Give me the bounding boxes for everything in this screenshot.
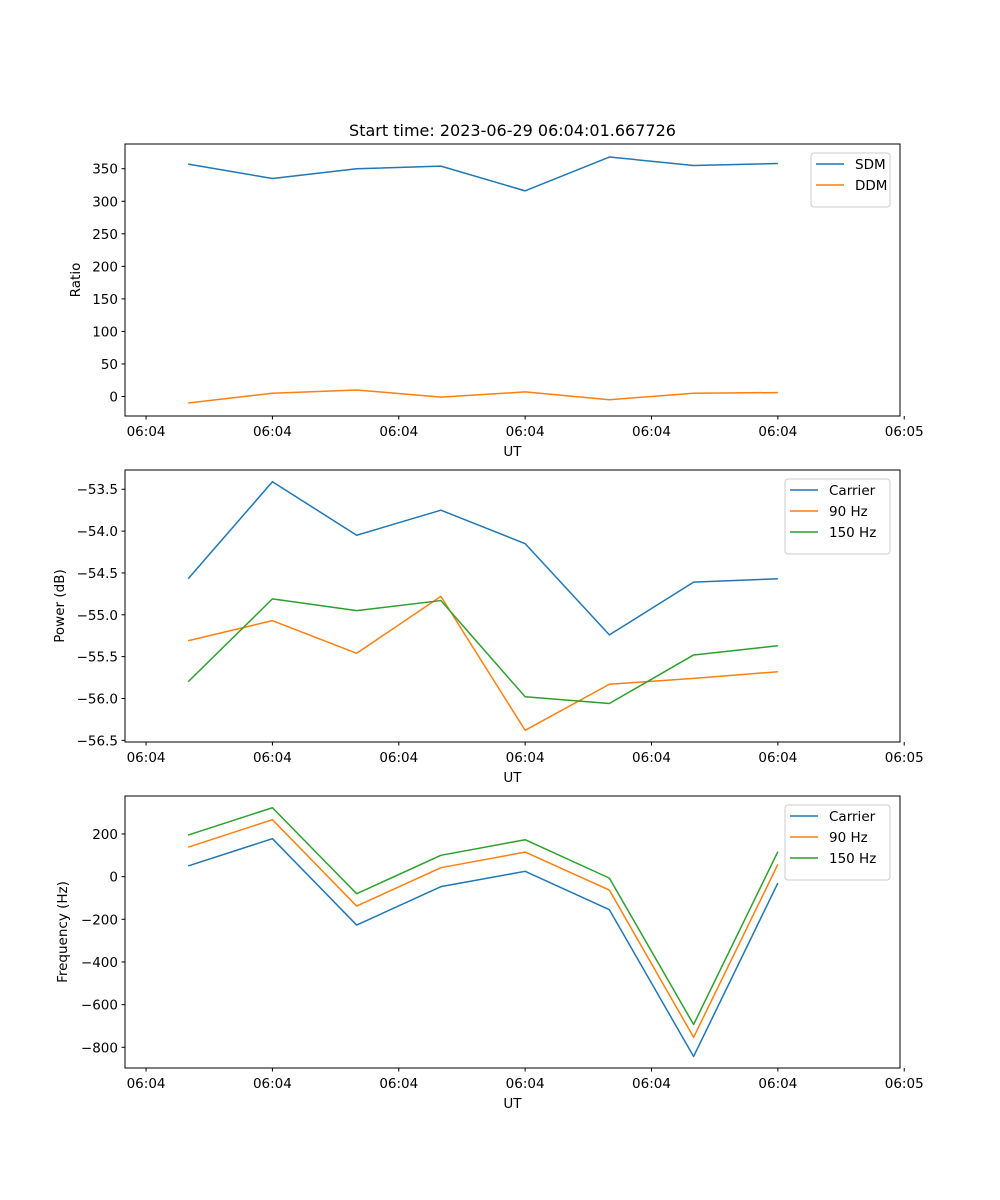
frequency-x-tick-label: 06:04: [632, 1076, 671, 1092]
frequency-series-150-hz-line: [187, 806, 779, 1026]
ratio-x-tick-label: 06:04: [758, 424, 797, 440]
power-axes-frame: [124, 469, 901, 743]
power-legend-box: [784, 478, 891, 555]
ratio-y-tick-label: 100: [92, 324, 118, 340]
frequency-x-tick-label: 06:04: [506, 1076, 545, 1092]
ratio-x-axis-label: UT: [503, 444, 522, 460]
frequency-legend-label-150-hz: 150 Hz: [829, 851, 876, 867]
ratio-legend-label-sdm: SDM: [855, 157, 886, 173]
power-series-carrier-line: [187, 480, 778, 636]
power-y-tick-label: −55.0: [77, 608, 118, 624]
power-x-tick-label: 06:04: [632, 750, 671, 766]
ratio-legend-label-ddm: DDM: [855, 178, 887, 194]
frequency-axes-frame: [124, 795, 901, 1069]
power-y-tick-label: −54.0: [77, 524, 118, 540]
power-x-tick-label: 06:05: [885, 750, 924, 766]
ratio-x-tick-label: 06:04: [253, 424, 292, 440]
frequency-x-tick-label: 06:04: [379, 1076, 418, 1092]
frequency-x-tick-label: 06:04: [127, 1076, 166, 1092]
power-legend-label-90-hz: 90 Hz: [829, 504, 868, 520]
ratio-series-sdm-line: [188, 156, 778, 192]
ratio-ticks-layer: 06:04 06:04 06:04 06:04 06:04 06:04 06:05 0 50 10…: [92, 162, 923, 440]
frequency-ticks-layer: 06:04 06:04 06:04 06:04 06:04 06:04 06:05 −800 −…: [81, 827, 924, 1092]
frequency-legend-box: [784, 804, 891, 881]
chart-title: Start time: 2023-06-29 06:04:01.667726: [349, 121, 676, 140]
ratio-y-tick-label: 300: [92, 194, 118, 210]
power-x-tick-label: 06:04: [127, 750, 166, 766]
frequency-legend-label-90-hz: 90 Hz: [829, 830, 868, 846]
frequency-x-tick-label: 06:05: [885, 1076, 924, 1092]
ratio-y-tick-label: 350: [92, 162, 118, 178]
power-legend-label-carrier: Carrier: [829, 483, 876, 499]
frequency-y-tick-label: −400: [81, 955, 118, 971]
ratio-x-tick-label: 06:05: [885, 424, 924, 440]
power-x-axis-label: UT: [503, 770, 522, 786]
frequency-series-90-hz-line: [187, 818, 779, 1039]
frequency-data-layer: [187, 806, 779, 1058]
frequency-y-tick-label: 0: [109, 870, 118, 886]
ratio-y-tick-label: 50: [101, 357, 118, 373]
power-panel: 06:04 06:04 06:04 06:04 06:04 06:04 06:05 −56.5…: [52, 469, 924, 786]
power-ticks-layer: 06:04 06:04 06:04 06:04 06:04 06:04 06:05 −56.5…: [77, 482, 924, 766]
power-legend-label-150-hz: 150 Hz: [829, 525, 876, 541]
ratio-x-tick-label: 06:04: [127, 424, 166, 440]
power-y-tick-label: −55.5: [77, 650, 118, 666]
power-data-layer: [187, 480, 778, 732]
power-y-axis-label: Power (dB): [52, 569, 68, 642]
frequency-panel: 06:04 06:04 06:04 06:04 06:04 06:04 06:05 −800 −…: [55, 795, 924, 1112]
frequency-x-axis-label: UT: [503, 1096, 522, 1112]
frequency-legend-label-carrier: Carrier: [829, 809, 876, 825]
power-series-90-hz-line: [188, 595, 778, 732]
power-x-tick-label: 06:04: [379, 750, 418, 766]
frequency-y-tick-label: −200: [81, 912, 118, 928]
ratio-panel: 06:04 06:04 06:04 06:04 06:04 06:04 06:05 0 50 10…: [68, 143, 924, 460]
ratio-x-tick-label: 06:04: [506, 424, 545, 440]
power-legend: Carrier 90 Hz 150 Hz: [784, 478, 891, 555]
frequency-series-carrier-line: [187, 837, 779, 1058]
ratio-y-tick-label: 0: [109, 389, 118, 405]
power-x-tick-label: 06:04: [506, 750, 545, 766]
power-series-150-hz-line: [187, 598, 778, 705]
ratio-x-tick-label: 06:04: [632, 424, 671, 440]
ratio-y-tick-label: 250: [92, 227, 118, 243]
power-y-tick-label: −54.5: [77, 566, 118, 582]
ratio-legend-box: [810, 152, 891, 208]
frequency-legend: Carrier 90 Hz 150 Hz: [784, 804, 891, 881]
ratio-y-axis-label: Ratio: [68, 263, 84, 298]
frequency-y-axis-label: Frequency (Hz): [55, 881, 71, 983]
ratio-legend: SDM DDM: [810, 152, 891, 208]
frequency-y-tick-label: −600: [81, 998, 118, 1014]
frequency-y-tick-label: 200: [92, 827, 118, 843]
power-x-tick-label: 06:04: [253, 750, 292, 766]
frequency-y-tick-label: −800: [81, 1040, 118, 1056]
ratio-axes-frame: [124, 143, 901, 417]
power-y-tick-label: −56.0: [77, 691, 118, 707]
power-y-tick-label: −53.5: [77, 482, 118, 498]
ratio-series-ddm-line: [188, 389, 778, 404]
frequency-x-tick-label: 06:04: [758, 1076, 797, 1092]
ratio-data-layer: [188, 156, 778, 404]
power-y-tick-label: −56.5: [77, 733, 118, 749]
power-x-tick-label: 06:04: [758, 750, 797, 766]
ratio-x-tick-label: 06:04: [379, 424, 418, 440]
ratio-y-tick-label: 150: [92, 292, 118, 308]
ratio-y-tick-label: 200: [92, 259, 118, 275]
frequency-x-tick-label: 06:04: [253, 1076, 292, 1092]
